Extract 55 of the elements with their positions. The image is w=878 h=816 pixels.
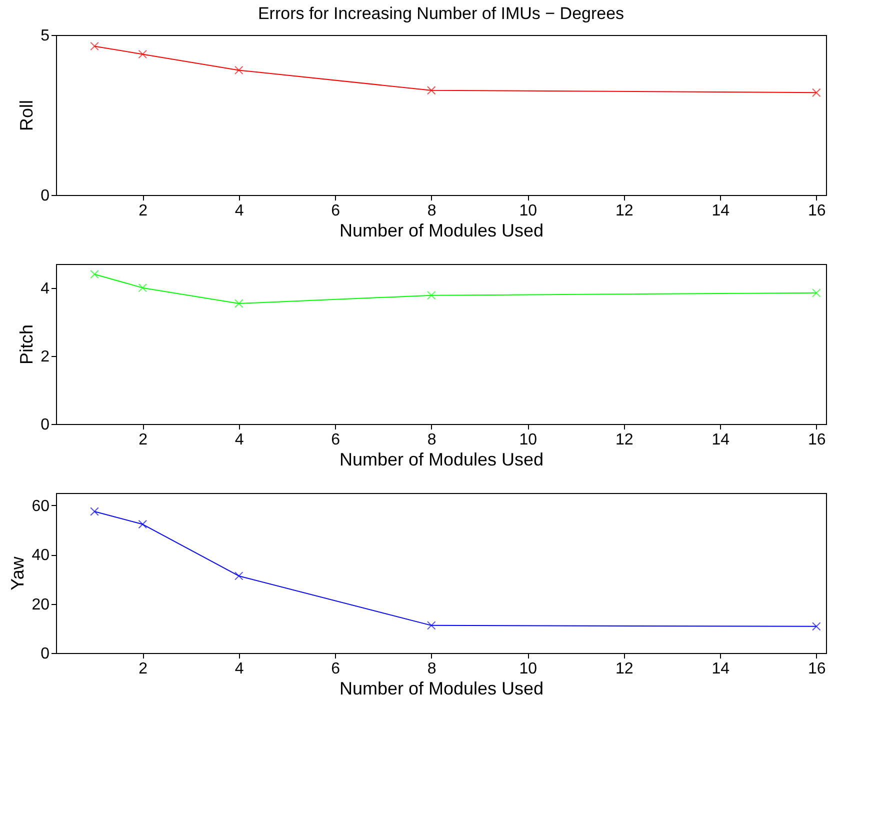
- x-tick-label: 8: [427, 660, 436, 678]
- point: [812, 288, 821, 298]
- x-tick-label: 6: [331, 432, 340, 448]
- point: [234, 299, 244, 308]
- x-tick-label: 2: [138, 432, 148, 448]
- y-tick-label: 2: [40, 348, 50, 366]
- y-tick-label: 20: [32, 596, 50, 614]
- x-tick-label: 16: [808, 660, 826, 678]
- point: [234, 66, 244, 75]
- y-axis-title: Roll: [16, 100, 37, 132]
- point: [138, 50, 147, 59]
- x-tick-label: 10: [519, 660, 538, 678]
- point: [427, 621, 436, 630]
- x-tick-label: 4: [234, 432, 244, 448]
- point: [812, 622, 821, 631]
- point: [138, 283, 147, 292]
- x-tick-label: 4: [234, 202, 244, 220]
- y-tick-label: 0: [40, 646, 50, 662]
- x-tick-label: 10: [519, 432, 538, 448]
- x-axis-title: Number of Modules Used: [339, 678, 544, 698]
- x-tick-label: 2: [138, 660, 148, 678]
- x-tick-label: 16: [808, 432, 826, 448]
- y-tick-label: 0: [40, 188, 50, 204]
- x-tick-label: 2: [138, 202, 148, 220]
- x-tick-label: 16: [808, 202, 826, 220]
- x-tick-label: 10: [519, 202, 538, 220]
- y-axis-title: Yaw: [8, 556, 28, 590]
- y-tick-label: 60: [32, 498, 50, 515]
- y-tick-label: 4: [40, 280, 50, 298]
- x-tick-label: 6: [331, 660, 340, 678]
- x-axis-title: Number of Modules Used: [339, 450, 544, 470]
- x-tick-label: 4: [234, 660, 244, 678]
- point: [234, 572, 244, 580]
- y-tick-label: 5: [40, 28, 50, 44]
- chart-title: Errors for Increasing Number of IMUs − Degrees: [258, 4, 624, 23]
- point: [90, 270, 99, 279]
- x-tick-label: 14: [712, 432, 730, 448]
- y-axis-title: Pitch: [16, 324, 37, 365]
- x-tick-label: 12: [615, 202, 634, 220]
- point: [812, 88, 821, 97]
- x-tick-label: 12: [615, 660, 634, 678]
- y-tick-label: 40: [32, 547, 50, 564]
- point: [90, 42, 99, 51]
- x-tick-label: 14: [712, 660, 730, 678]
- x-tick-label: 8: [427, 202, 436, 220]
- x-tick-label: 8: [427, 432, 436, 448]
- point: [427, 290, 436, 300]
- x-tick-label: 12: [615, 432, 634, 448]
- x-tick-label: 14: [712, 202, 730, 220]
- point: [427, 86, 436, 95]
- point: [90, 507, 99, 516]
- point: [138, 520, 147, 529]
- x-tick-label: 6: [331, 202, 340, 220]
- y-tick-label: 0: [40, 416, 50, 434]
- x-axis-title: Number of Modules Used: [339, 220, 544, 240]
